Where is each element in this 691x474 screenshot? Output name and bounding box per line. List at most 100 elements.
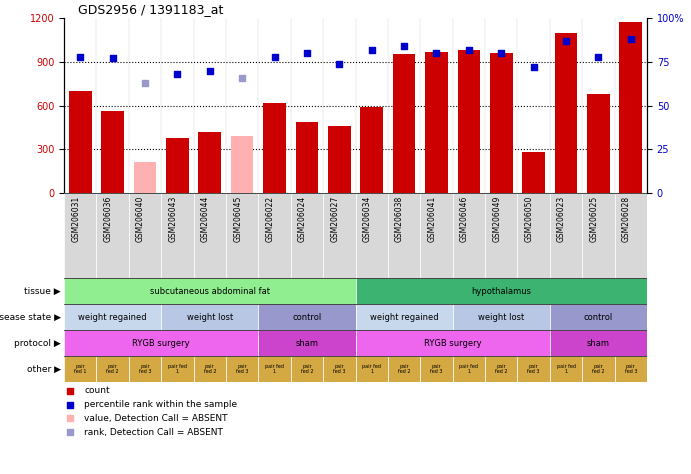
Bar bbox=[291, 193, 323, 278]
Bar bbox=[226, 356, 258, 382]
Bar bbox=[258, 193, 291, 278]
Text: RYGB surgery: RYGB surgery bbox=[424, 338, 482, 347]
Text: pair
fed 2: pair fed 2 bbox=[592, 364, 605, 374]
Text: GSM206045: GSM206045 bbox=[233, 196, 242, 242]
Text: pair
fed 3: pair fed 3 bbox=[625, 364, 637, 374]
Text: GSM206031: GSM206031 bbox=[71, 196, 80, 242]
Bar bbox=[457, 50, 480, 193]
Bar bbox=[518, 193, 550, 278]
Text: RYGB surgery: RYGB surgery bbox=[133, 338, 190, 347]
Bar bbox=[102, 111, 124, 193]
Bar bbox=[361, 107, 383, 193]
Text: pair
fed 2: pair fed 2 bbox=[106, 364, 119, 374]
Bar bbox=[198, 132, 221, 193]
Text: GSM206022: GSM206022 bbox=[265, 196, 274, 242]
Bar bbox=[258, 356, 291, 382]
Bar bbox=[328, 126, 350, 193]
Bar bbox=[129, 356, 161, 382]
Text: weight regained: weight regained bbox=[370, 312, 438, 321]
Point bbox=[625, 35, 636, 43]
Point bbox=[205, 67, 216, 74]
Text: pair fed
1: pair fed 1 bbox=[168, 364, 187, 374]
Bar bbox=[583, 193, 614, 278]
Bar bbox=[355, 278, 647, 304]
Text: pair
fed 3: pair fed 3 bbox=[236, 364, 248, 374]
Point bbox=[107, 55, 118, 62]
Point bbox=[236, 74, 247, 82]
Point bbox=[464, 46, 475, 53]
Bar bbox=[226, 193, 258, 278]
Bar bbox=[388, 193, 420, 278]
Point bbox=[140, 79, 151, 87]
Point bbox=[560, 37, 571, 45]
Bar bbox=[490, 53, 513, 193]
Text: GSM206027: GSM206027 bbox=[330, 196, 339, 242]
Bar bbox=[263, 102, 286, 193]
Point bbox=[366, 46, 377, 53]
Bar bbox=[485, 193, 518, 278]
Text: sham: sham bbox=[296, 338, 319, 347]
Bar bbox=[193, 193, 226, 278]
Text: GSM206024: GSM206024 bbox=[298, 196, 307, 242]
Bar bbox=[587, 94, 609, 193]
Point bbox=[528, 63, 539, 71]
Point bbox=[399, 42, 410, 50]
Bar bbox=[453, 304, 550, 330]
Point bbox=[269, 53, 280, 60]
Point bbox=[64, 415, 75, 422]
Text: GSM206023: GSM206023 bbox=[557, 196, 566, 242]
Text: percentile rank within the sample: percentile rank within the sample bbox=[84, 400, 238, 409]
Text: GSM206041: GSM206041 bbox=[428, 196, 437, 242]
Text: GSM206028: GSM206028 bbox=[622, 196, 631, 242]
Text: GSM206034: GSM206034 bbox=[363, 196, 372, 242]
Text: pair
fed 2: pair fed 2 bbox=[495, 364, 507, 374]
Text: sham: sham bbox=[587, 338, 610, 347]
Text: GSM206044: GSM206044 bbox=[201, 196, 210, 242]
Text: pair
fed 2: pair fed 2 bbox=[398, 364, 410, 374]
Bar bbox=[614, 193, 647, 278]
Text: GSM206038: GSM206038 bbox=[395, 196, 404, 242]
Bar bbox=[69, 91, 91, 193]
Text: pair fed
1: pair fed 1 bbox=[460, 364, 478, 374]
Bar bbox=[258, 304, 355, 330]
Bar bbox=[296, 121, 319, 193]
Bar bbox=[161, 304, 258, 330]
Bar bbox=[96, 193, 129, 278]
Bar bbox=[550, 193, 583, 278]
Text: weight lost: weight lost bbox=[187, 312, 233, 321]
Text: GSM206036: GSM206036 bbox=[104, 196, 113, 242]
Text: tissue ▶: tissue ▶ bbox=[24, 286, 61, 295]
Text: pair fed
1: pair fed 1 bbox=[556, 364, 576, 374]
Point bbox=[431, 49, 442, 57]
Bar bbox=[485, 356, 518, 382]
Bar bbox=[129, 193, 161, 278]
Text: GSM206040: GSM206040 bbox=[136, 196, 145, 242]
Bar bbox=[388, 356, 420, 382]
Text: hypothalamus: hypothalamus bbox=[471, 286, 531, 295]
Bar bbox=[425, 52, 448, 193]
Bar bbox=[291, 356, 323, 382]
Bar bbox=[64, 304, 161, 330]
Bar bbox=[555, 33, 578, 193]
Text: subcutaneous abdominal fat: subcutaneous abdominal fat bbox=[150, 286, 269, 295]
Bar bbox=[133, 162, 156, 193]
Bar bbox=[355, 356, 388, 382]
Point bbox=[75, 53, 86, 60]
Bar bbox=[231, 136, 254, 193]
Text: control: control bbox=[584, 312, 613, 321]
Text: pair
fed 3: pair fed 3 bbox=[527, 364, 540, 374]
Bar bbox=[518, 356, 550, 382]
Text: value, Detection Call = ABSENT: value, Detection Call = ABSENT bbox=[84, 414, 228, 423]
Bar bbox=[550, 304, 647, 330]
Bar bbox=[420, 356, 453, 382]
Bar bbox=[550, 330, 647, 356]
Text: GSM206025: GSM206025 bbox=[589, 196, 598, 242]
Point bbox=[593, 53, 604, 60]
Bar bbox=[355, 330, 550, 356]
Bar bbox=[420, 193, 453, 278]
Bar bbox=[453, 193, 485, 278]
Text: pair
fed 1: pair fed 1 bbox=[74, 364, 86, 374]
Text: disease state ▶: disease state ▶ bbox=[0, 312, 61, 321]
Text: GSM206050: GSM206050 bbox=[524, 196, 533, 242]
Bar bbox=[258, 330, 355, 356]
